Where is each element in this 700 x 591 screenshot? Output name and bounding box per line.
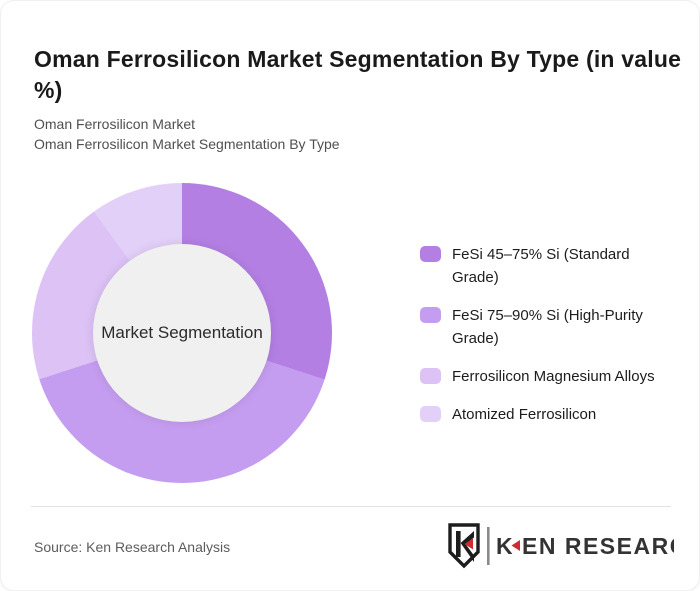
- chart-subtitle: Oman Ferrosilicon Market Oman Ferrosilic…: [34, 114, 594, 154]
- legend-swatch-icon: [420, 406, 441, 422]
- subtitle-line-1: Oman Ferrosilicon Market: [34, 116, 196, 132]
- legend-label: Ferrosilicon Magnesium Alloys: [452, 368, 655, 385]
- legend-item-standard-grade: FeSi 45–75% Si (Standard Grade): [420, 243, 672, 289]
- legend-label: FeSi 75–90% Si (High-Purity Grade): [452, 307, 643, 347]
- legend-item-high-purity-grade: FeSi 75–90% Si (High-Purity Grade): [420, 304, 672, 350]
- legend-label: Atomized Ferrosilicon: [452, 406, 597, 423]
- legend-swatch-icon: [420, 307, 441, 323]
- logo-red-arrow-icon: [511, 540, 520, 551]
- legend-item-atomized: Atomized Ferrosilicon: [420, 403, 672, 426]
- ken-research-shield-icon: [448, 523, 480, 569]
- legend-swatch-icon: [420, 368, 441, 384]
- subtitle-line-2: Oman Ferrosilicon Market Segmentation By…: [34, 136, 340, 152]
- legend-item-magnesium-alloys: Ferrosilicon Magnesium Alloys: [420, 365, 672, 388]
- ken-research-logo: K EN RESEARCH: [448, 523, 674, 569]
- logo-text-rest: EN RESEARCH: [522, 533, 674, 559]
- legend-swatch-icon: [420, 246, 441, 262]
- donut-center-label: Market Segmentation: [101, 323, 263, 342]
- logo-separator: [487, 527, 490, 565]
- footer-divider: [31, 506, 671, 507]
- logo-text-k: K: [496, 533, 514, 559]
- legend-label: FeSi 45–75% Si (Standard Grade): [452, 246, 630, 286]
- chart-legend: FeSi 45–75% Si (Standard Grade) FeSi 75–…: [420, 243, 672, 426]
- page-title: Oman Ferrosilicon Market Segmentation By…: [34, 46, 682, 104]
- donut-hole: Market Segmentation: [93, 244, 271, 422]
- donut-chart: Market Segmentation: [32, 183, 332, 483]
- source-note: Source: Ken Research Analysis: [34, 539, 231, 555]
